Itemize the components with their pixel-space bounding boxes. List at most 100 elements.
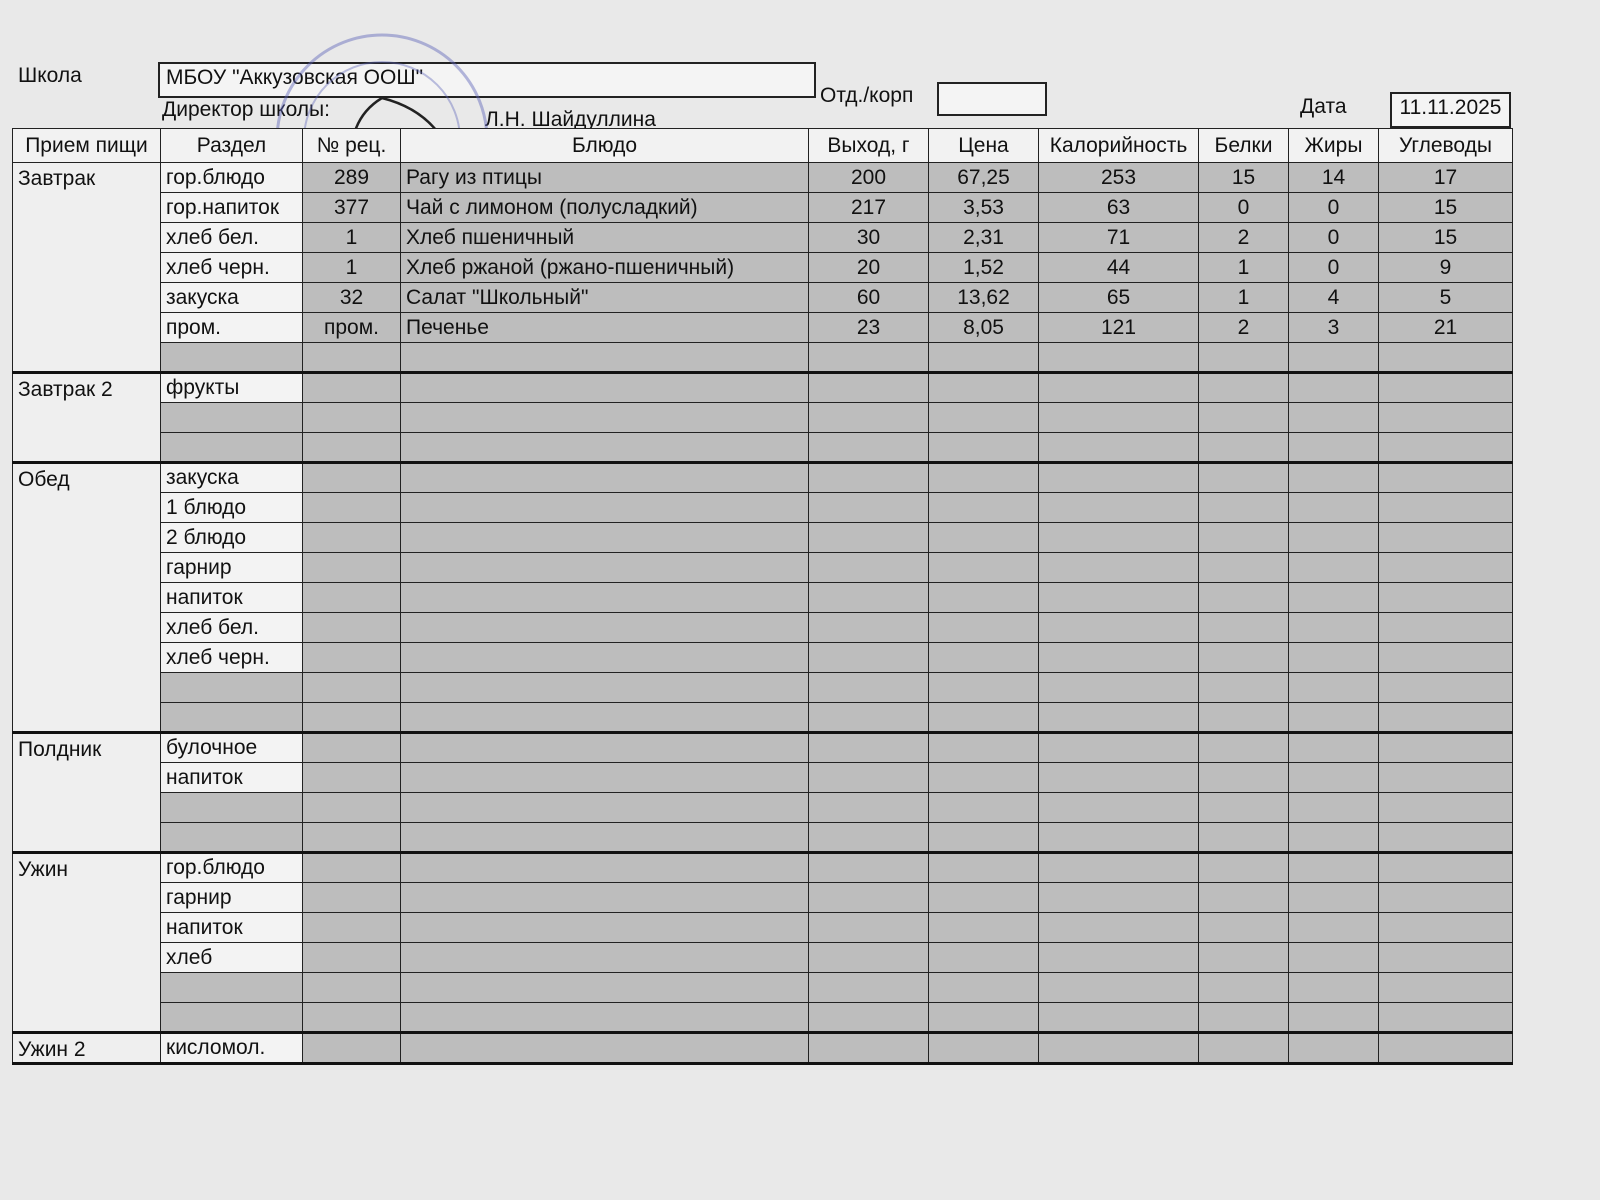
empty-cell xyxy=(1198,462,1289,493)
empty-cell xyxy=(400,792,809,823)
table-row: Полдник булочное xyxy=(12,732,1513,854)
empty-cell xyxy=(1378,912,1513,943)
empty-cell xyxy=(1198,402,1289,433)
table-body: Завтрак гор.блюдо 289 Рагу из птицы 200 67,25… xyxy=(12,162,1513,1065)
empty-cell xyxy=(1198,342,1289,374)
table-row xyxy=(13,1002,1513,1034)
empty-cell xyxy=(928,462,1039,493)
empty-cell xyxy=(160,672,303,703)
empty-cell xyxy=(928,882,1039,913)
table-cell: 2 блюдо xyxy=(160,522,303,553)
empty-cell xyxy=(1038,672,1199,703)
empty-cell xyxy=(400,882,809,913)
empty-cell xyxy=(1038,402,1199,433)
table-row: напиток xyxy=(13,762,1513,793)
empty-cell xyxy=(302,552,401,583)
empty-cell xyxy=(1288,732,1379,763)
table-row xyxy=(13,702,1513,734)
empty-cell xyxy=(400,672,809,703)
table-cell: 15 xyxy=(1198,162,1289,193)
empty-cell xyxy=(928,552,1039,583)
table-cell: 14 xyxy=(1288,162,1379,193)
meal-name: Ужин xyxy=(12,852,161,1034)
empty-cell xyxy=(1198,432,1289,464)
empty-cell xyxy=(302,432,401,464)
empty-cell xyxy=(400,642,809,673)
table-cell: 3,53 xyxy=(928,192,1039,223)
table-cell: 15 xyxy=(1378,222,1513,253)
empty-cell xyxy=(1288,762,1379,793)
empty-cell xyxy=(1038,432,1199,464)
table-row: хлеб xyxy=(13,942,1513,973)
empty-cell xyxy=(400,732,809,763)
empty-cell xyxy=(808,432,929,464)
empty-cell xyxy=(302,522,401,553)
column-header: Цена xyxy=(928,128,1039,163)
empty-cell xyxy=(1378,672,1513,703)
table-cell: гор.блюдо xyxy=(160,852,303,883)
table-cell: 253 xyxy=(1038,162,1199,193)
menu-table: Прием пищи Раздел № рец. Блюдо Выход, г Цена К… xyxy=(12,128,1513,1065)
table-cell: 30 xyxy=(808,222,929,253)
meal-name: Завтрак xyxy=(12,162,161,374)
empty-cell xyxy=(928,672,1039,703)
table-cell: напиток xyxy=(160,912,303,943)
empty-cell xyxy=(1378,552,1513,583)
empty-cell xyxy=(302,582,401,613)
empty-cell xyxy=(808,732,929,763)
department-label: Отд./корп xyxy=(820,84,914,107)
column-header: Выход, г xyxy=(808,128,929,163)
table-cell: 67,25 xyxy=(928,162,1039,193)
empty-cell xyxy=(1198,1002,1289,1034)
table-row: напиток xyxy=(13,912,1513,943)
table-cell: фрукты xyxy=(160,372,303,403)
table-cell: гор.напиток xyxy=(160,192,303,223)
table-cell: 1,52 xyxy=(928,252,1039,283)
table-row: 2 блюдо xyxy=(13,522,1513,553)
empty-cell xyxy=(400,1002,809,1034)
empty-cell xyxy=(302,1032,401,1065)
empty-cell xyxy=(1198,792,1289,823)
empty-cell xyxy=(1038,792,1199,823)
empty-cell xyxy=(1288,372,1379,403)
empty-cell xyxy=(808,822,929,854)
empty-cell xyxy=(1198,942,1289,973)
empty-cell xyxy=(1378,432,1513,464)
empty-cell xyxy=(808,762,929,793)
empty-cell xyxy=(400,492,809,523)
empty-cell xyxy=(928,942,1039,973)
empty-cell xyxy=(1288,612,1379,643)
table-cell: 65 xyxy=(1038,282,1199,313)
empty-cell xyxy=(1378,642,1513,673)
empty-cell xyxy=(400,762,809,793)
table-cell: 60 xyxy=(808,282,929,313)
table-cell: 5 xyxy=(1378,282,1513,313)
table-cell: 0 xyxy=(1288,222,1379,253)
date-box: 11.11.2025 xyxy=(1390,92,1511,128)
school-name: МБОУ "Аккузовская ООШ" xyxy=(158,62,816,98)
empty-cell xyxy=(808,342,929,374)
director-name: Л.Н. Шайдуллина xyxy=(485,108,656,131)
empty-cell xyxy=(302,882,401,913)
table-cell: 2,31 xyxy=(928,222,1039,253)
table-row: гарнир xyxy=(13,882,1513,913)
table-cell: 217 xyxy=(808,192,929,223)
table-row: 1 блюдо xyxy=(13,492,1513,523)
table-cell: Чай с лимоном (полусладкий) xyxy=(400,192,809,223)
empty-cell xyxy=(1038,882,1199,913)
empty-cell xyxy=(808,972,929,1003)
empty-cell xyxy=(160,432,303,464)
empty-cell xyxy=(1288,432,1379,464)
table-row: напиток xyxy=(13,582,1513,613)
table-cell: пром. xyxy=(302,312,401,343)
empty-cell xyxy=(1038,372,1199,403)
column-header: Белки xyxy=(1198,128,1289,163)
table-row: Завтрак 2 фрукты xyxy=(12,372,1513,464)
column-header: № рец. xyxy=(302,128,401,163)
empty-cell xyxy=(1378,852,1513,883)
empty-cell xyxy=(1378,732,1513,763)
empty-cell xyxy=(1378,462,1513,493)
table-cell: Салат "Школьный" xyxy=(400,282,809,313)
empty-cell xyxy=(808,792,929,823)
table-cell: 121 xyxy=(1038,312,1199,343)
